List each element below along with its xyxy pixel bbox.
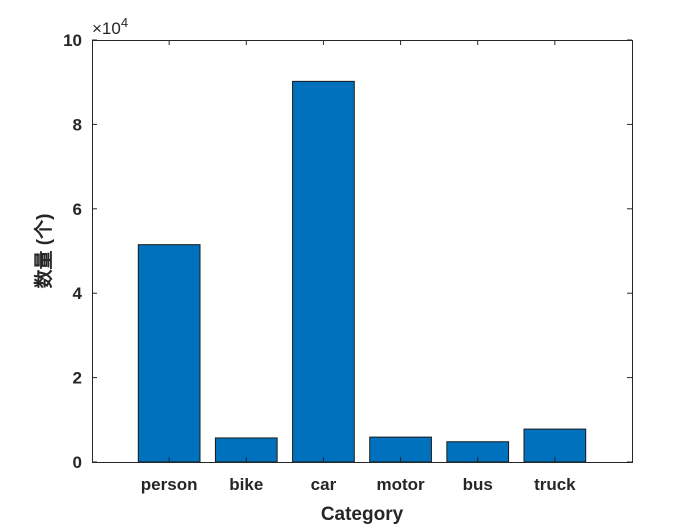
bars-group [137, 80, 587, 463]
y-tick-label: 6 [73, 200, 82, 219]
y-tick-label: 10 [63, 31, 82, 50]
y-ticks-group: 0 2 4 6 8 10 [63, 31, 632, 472]
y-exponent-base: ×10 [92, 19, 121, 38]
x-tick-label-motor: motor [376, 475, 425, 494]
x-tick-label-truck: truck [534, 475, 576, 494]
bar-person [137, 244, 201, 463]
bar-truck [523, 428, 587, 463]
y-tick-label: 2 [73, 369, 82, 388]
bar-car [292, 80, 355, 463]
y-tick-label: 4 [73, 284, 83, 303]
x-ticks-group: person bike car motor bus truck [141, 40, 576, 494]
axes-box [92, 40, 633, 463]
y-exponent-label: ×104 [92, 15, 128, 38]
x-tick-label-bus: bus [463, 475, 493, 494]
x-tick-label-bike: bike [229, 475, 263, 494]
x-axis-title: Category [321, 504, 404, 525]
x-tick-label-car: car [311, 475, 337, 494]
y-tick-label: 0 [73, 453, 82, 472]
x-tick-label-person: person [141, 475, 198, 494]
axes-group [92, 40, 633, 463]
y-axis-title: 数量 (个) [32, 214, 55, 289]
y-exponent-power: 4 [121, 15, 128, 30]
y-tick-label: 8 [73, 115, 82, 134]
